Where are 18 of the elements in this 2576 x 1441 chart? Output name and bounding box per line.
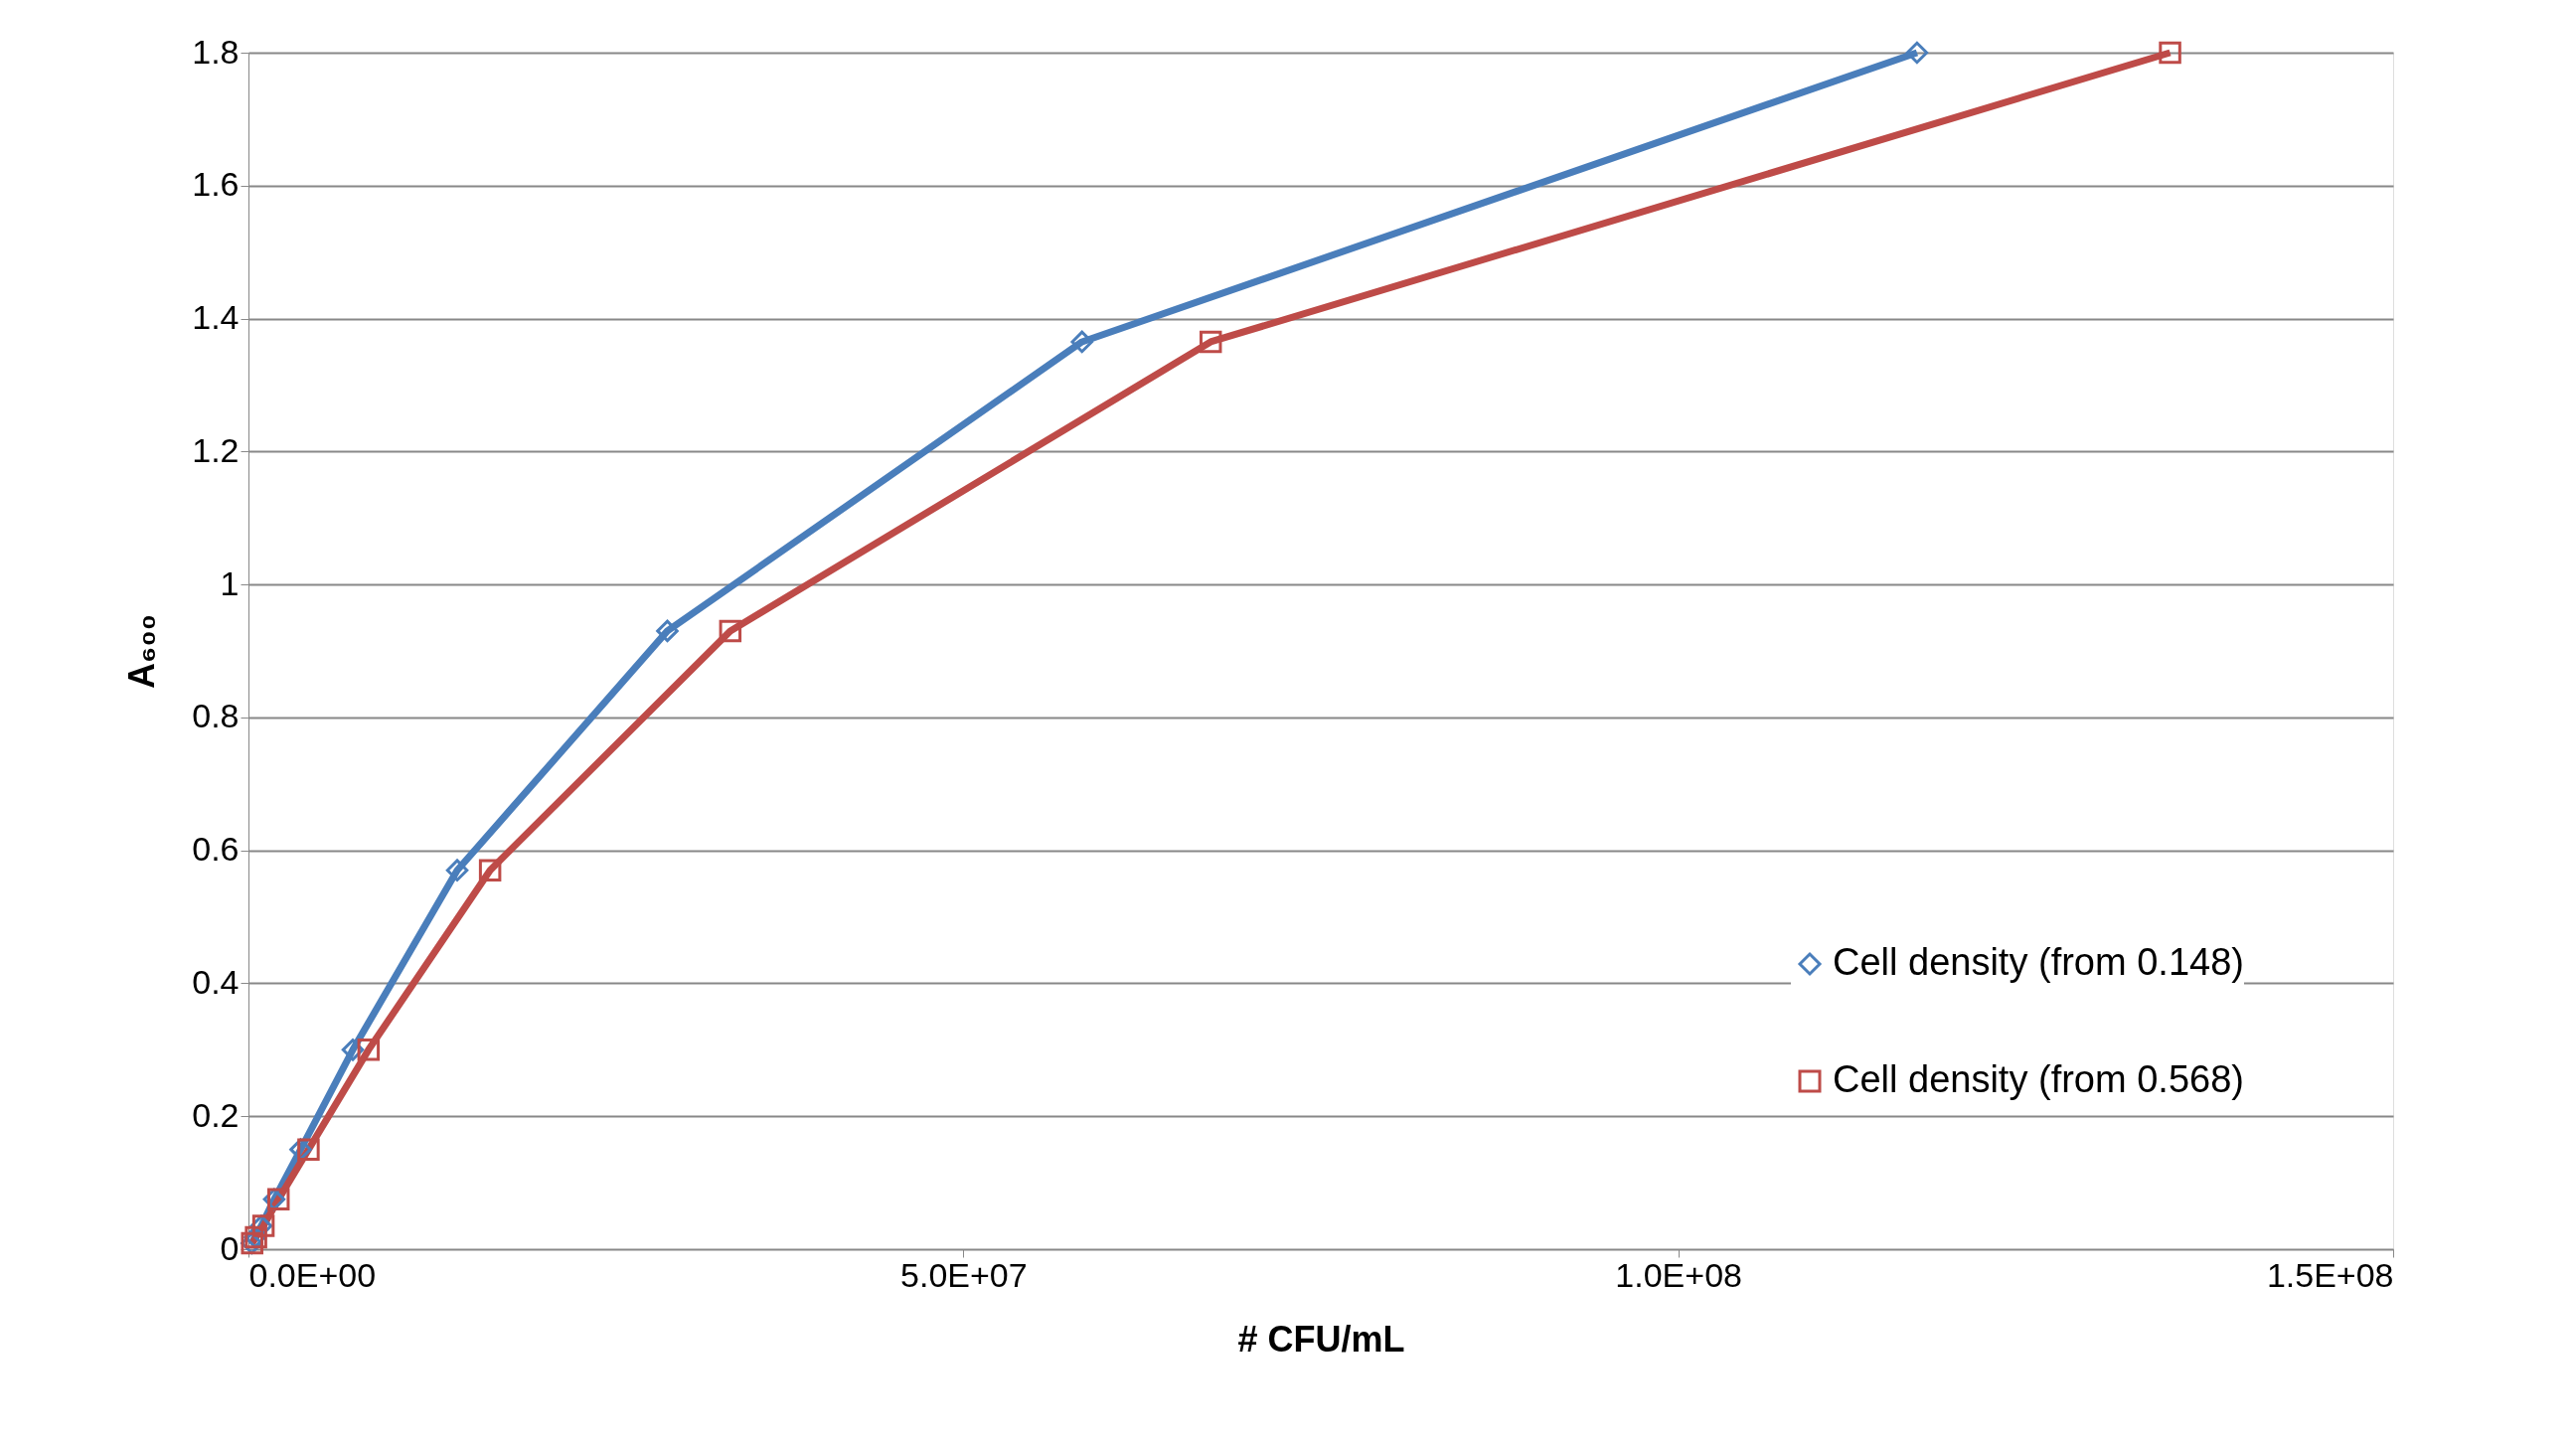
y-tick-label: 1 (220, 563, 240, 602)
y-tick-label: 1.2 (192, 430, 240, 469)
legend-label: Cell density (from 0.568) (1833, 1058, 2244, 1100)
y-tick-label: 1.4 (192, 298, 240, 337)
x-tick-label: 5.0E+07 (900, 1255, 1028, 1294)
y-axis-title: A₆₀₀ (121, 614, 163, 689)
x-tick-label: 1.0E+08 (1615, 1255, 1742, 1294)
y-tick-label: 0.2 (192, 1095, 240, 1134)
y-tick-label: 0.8 (192, 697, 240, 735)
x-tick-label: 1.5E+08 (2266, 1255, 2394, 1294)
x-tick-label: 0.0E+00 (248, 1255, 377, 1294)
y-tick-label: 1.8 (192, 32, 240, 71)
y-tick-label: 0 (220, 1228, 240, 1267)
y-tick-label: 0.6 (192, 830, 240, 869)
y-tick-label: 0.4 (192, 962, 240, 1001)
x-axis-title: # CFU/mL (1237, 1318, 1405, 1360)
legend-label: Cell density (from 0.148) (1833, 941, 2244, 983)
y-tick-label: 1.6 (192, 165, 240, 204)
